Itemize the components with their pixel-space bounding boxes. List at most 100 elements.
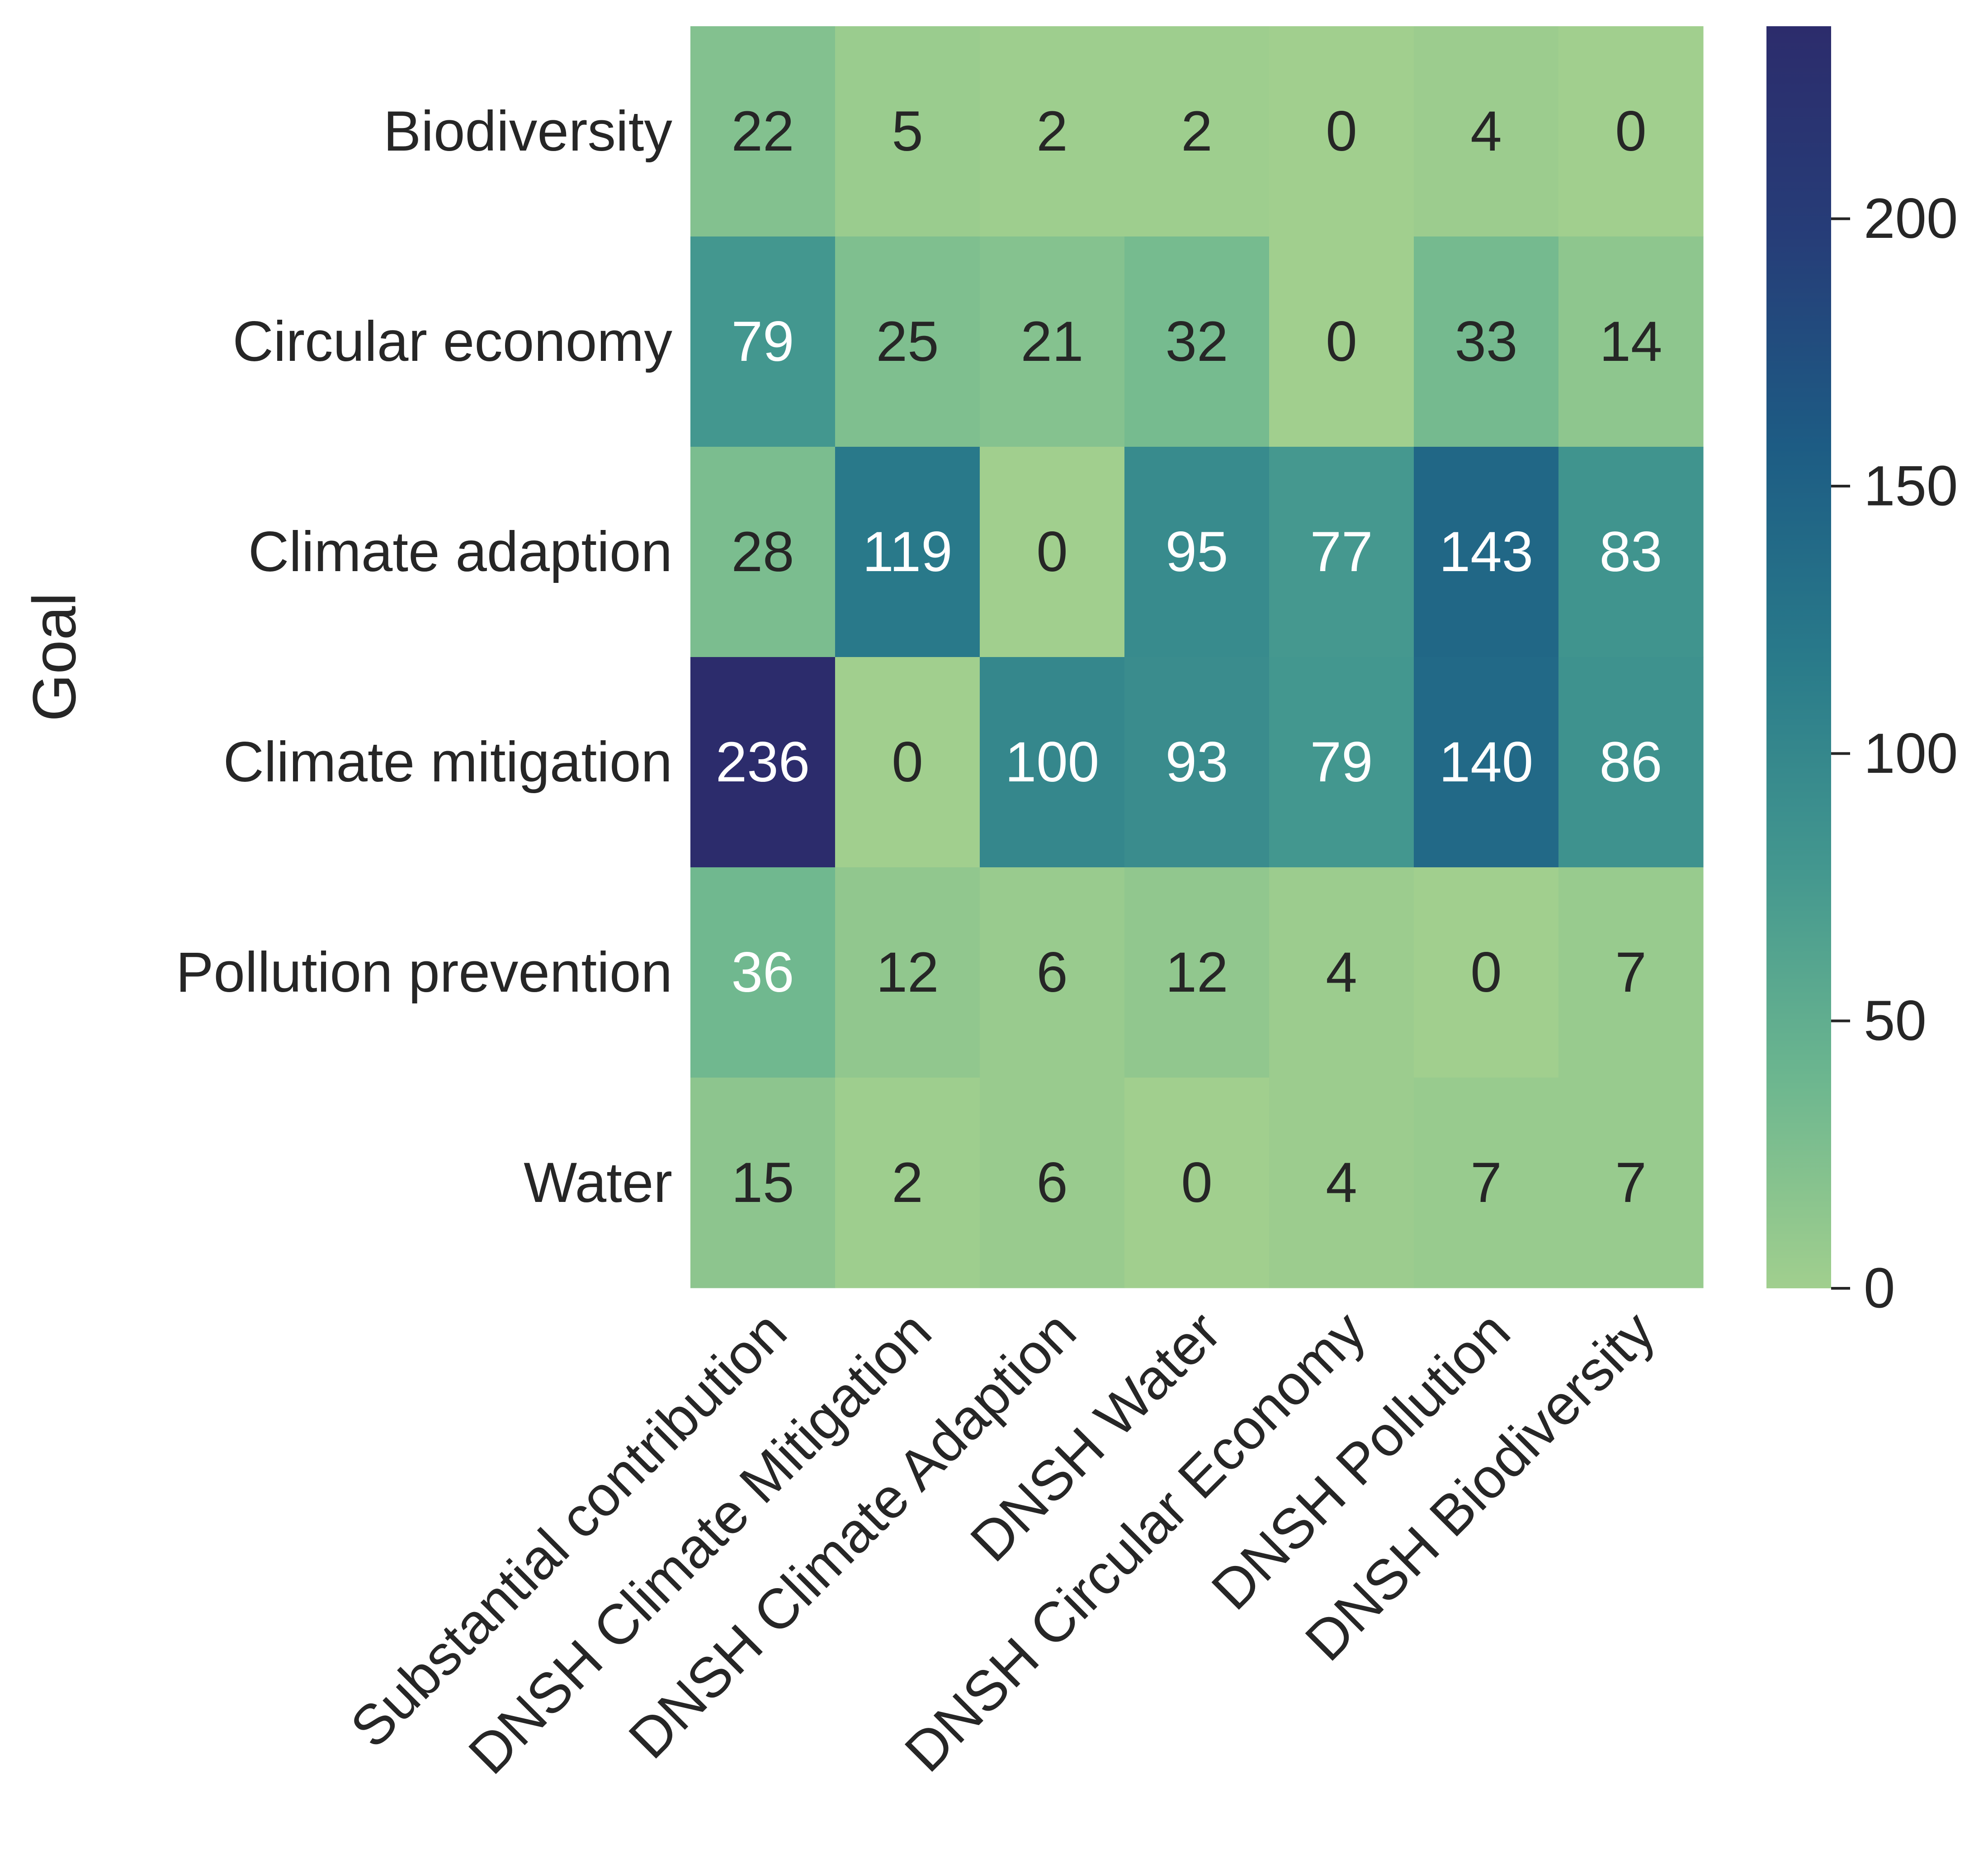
cell-value-label: 15 — [731, 1151, 794, 1214]
cell-value-label: 28 — [731, 520, 794, 583]
heatmap-cell — [1414, 447, 1559, 657]
heatmap-cell — [1414, 657, 1559, 868]
heatmap-cell — [1414, 867, 1559, 1078]
cell-value-label: 0 — [1036, 520, 1068, 583]
cell-value-label: 119 — [862, 520, 952, 583]
heatmap-cell — [1269, 657, 1414, 868]
cell-value-label: 25 — [876, 310, 939, 373]
heatmap-cell — [1269, 867, 1414, 1078]
heatmap-cell — [1269, 447, 1414, 657]
column-label: DNSH Water — [959, 1300, 1232, 1574]
y-axis-label: Goal — [20, 592, 89, 721]
colorbar-tick-label: 200 — [1864, 187, 1958, 250]
cell-value-label: 2 — [892, 1151, 923, 1214]
cell-value-label: 33 — [1454, 310, 1517, 373]
cell-value-label: 143 — [1439, 520, 1534, 583]
heatmap-cell — [980, 657, 1125, 868]
cell-value-label: 140 — [1439, 731, 1534, 794]
heatmap-cell — [1558, 657, 1704, 868]
heatmap-cell — [980, 26, 1125, 237]
cell-value-label: 7 — [1615, 1151, 1647, 1214]
cell-value-label: 6 — [1036, 941, 1068, 1004]
heatmap-cell — [690, 1078, 836, 1288]
row-label: Circular economy — [232, 310, 672, 373]
cell-value-label: 79 — [731, 310, 794, 373]
heatmap-cells — [690, 26, 1704, 1288]
heatmap-cell — [690, 867, 836, 1078]
row-label: Pollution prevention — [176, 941, 672, 1004]
heatmap-cell — [1558, 1078, 1704, 1288]
cell-value-label: 32 — [1165, 310, 1228, 373]
cell-value-label: 95 — [1165, 520, 1228, 583]
cell-value-label: 2 — [1036, 100, 1068, 163]
cell-value-label: 83 — [1599, 520, 1662, 583]
heatmap-cell — [1124, 447, 1270, 657]
cell-value-label: 93 — [1165, 731, 1228, 794]
heatmap-cell — [690, 447, 836, 657]
heatmap-cell — [835, 657, 980, 868]
heatmap-cell — [1269, 236, 1414, 447]
heatmap-cell — [1124, 867, 1270, 1078]
heatmap-cell — [835, 1078, 980, 1288]
heatmap-cell — [835, 447, 980, 657]
cell-value-label: 14 — [1599, 310, 1662, 373]
cell-value-label: 236 — [716, 731, 810, 794]
colorbar-tick-label: 0 — [1864, 1257, 1895, 1320]
cell-value-label: 0 — [1326, 310, 1357, 373]
heatmap-cell — [1558, 26, 1704, 237]
cell-value-label: 7 — [1470, 1151, 1502, 1214]
cell-value-label: 2 — [1181, 100, 1213, 163]
heatmap-cell — [835, 867, 980, 1078]
heatmap-cell — [1414, 26, 1559, 237]
cell-value-label: 21 — [1020, 310, 1083, 373]
cell-value-label: 0 — [1615, 100, 1647, 163]
cell-value-label: 0 — [1326, 100, 1357, 163]
row-label: Water — [524, 1151, 672, 1214]
heatmap-cell — [1124, 26, 1270, 237]
row-label: Climate adaption — [248, 520, 672, 583]
row-label: Biodiversity — [383, 100, 673, 163]
heatmap-cell — [1414, 1078, 1559, 1288]
colorbar-tick-label: 150 — [1864, 455, 1958, 518]
cell-value-label: 12 — [876, 941, 939, 1004]
colorbar-tick-label: 50 — [1864, 989, 1927, 1052]
heatmap-cell — [690, 26, 836, 237]
colorbar-tick-label: 100 — [1864, 722, 1958, 785]
cell-value-label: 86 — [1599, 731, 1662, 794]
cell-value-label: 6 — [1036, 1151, 1068, 1214]
heatmap-cell — [690, 236, 836, 447]
heatmap-cell — [1558, 236, 1704, 447]
heatmap-cell — [1269, 1078, 1414, 1288]
heatmap-cell — [1558, 447, 1704, 657]
heatmap-cell — [1124, 236, 1270, 447]
cell-value-label: 12 — [1165, 941, 1228, 1004]
cell-value-label: 0 — [1470, 941, 1502, 1004]
cell-value-label: 4 — [1470, 100, 1502, 163]
cell-value-label: 0 — [1181, 1151, 1213, 1214]
heatmap-cell — [835, 26, 980, 237]
cell-value-label: 5 — [892, 100, 923, 163]
cell-value-label: 0 — [892, 731, 923, 794]
cell-value-label: 7 — [1615, 941, 1647, 1004]
heatmap-cell — [1269, 26, 1414, 237]
cell-value-label: 79 — [1310, 731, 1373, 794]
cell-value-label: 77 — [1310, 520, 1373, 583]
heatmap-cell — [835, 236, 980, 447]
cell-value-label: 22 — [731, 100, 794, 163]
row-label: Climate mitigation — [223, 731, 672, 794]
heatmap-cell — [1124, 657, 1270, 868]
heatmap-cell — [980, 1078, 1125, 1288]
y-tick-labels: Biodiversity Circular economy Climate adap… — [176, 100, 672, 1214]
heatmap-cell — [980, 447, 1125, 657]
cell-value-label: 100 — [1005, 731, 1100, 794]
heatmap-cell — [980, 867, 1125, 1078]
colorbar: 0 50 100 150 200 — [1766, 26, 1958, 1320]
heatmap-cell — [1124, 1078, 1270, 1288]
colorbar-ticks: 0 50 100 150 200 — [1831, 187, 1958, 1320]
cell-value-label: 4 — [1326, 941, 1357, 1004]
colorbar-gradient — [1766, 26, 1831, 1288]
heatmap-cell — [1414, 236, 1559, 447]
